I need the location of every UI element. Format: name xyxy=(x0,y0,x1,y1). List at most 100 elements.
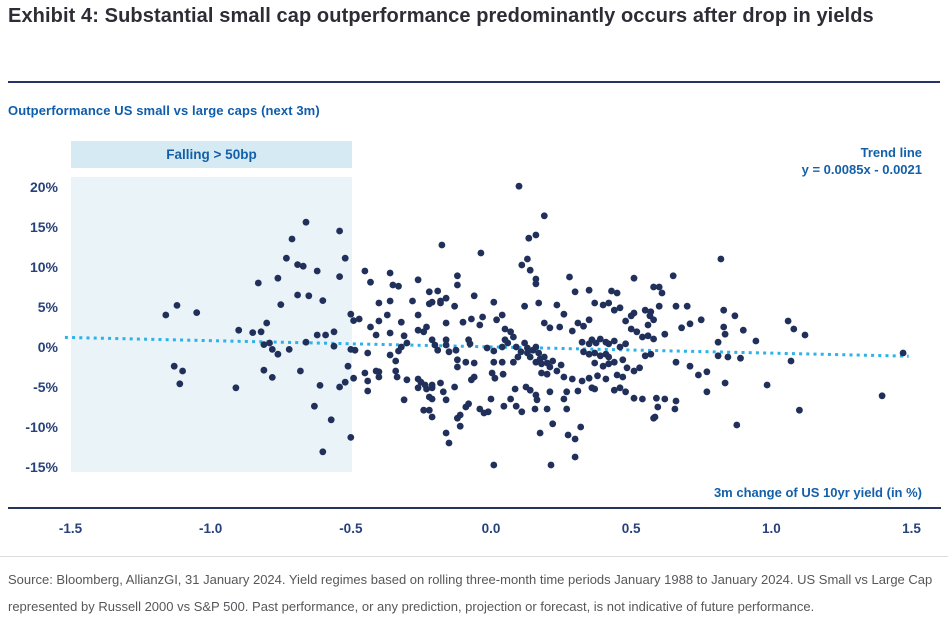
scatter-point xyxy=(616,384,624,392)
scatter-point xyxy=(386,329,394,337)
scatter-point xyxy=(622,388,629,396)
scatter-point xyxy=(375,299,383,307)
y-tick-label: -5% xyxy=(33,379,58,395)
scatter-point xyxy=(501,325,509,333)
scatter-point xyxy=(504,339,512,347)
scatter-point xyxy=(630,367,638,375)
scatter-point xyxy=(510,358,517,366)
scatter-point xyxy=(510,333,517,341)
scatter-point xyxy=(274,350,282,358)
scatter-point xyxy=(784,317,792,325)
scatter-point xyxy=(594,372,601,380)
scatter-point xyxy=(507,328,514,336)
scatter-point xyxy=(490,461,498,469)
scatter-point xyxy=(630,309,638,317)
scatter-point xyxy=(532,275,540,283)
scatter-point xyxy=(386,269,394,277)
scatter-point xyxy=(285,346,293,353)
scatter-point xyxy=(524,255,531,263)
scatter-point xyxy=(560,395,568,403)
scatter-point xyxy=(179,367,187,375)
scatter-point xyxy=(305,292,313,300)
scatter-point xyxy=(532,231,540,239)
scatter-point xyxy=(336,227,343,235)
scatter-point xyxy=(672,358,680,366)
scatter-point xyxy=(605,353,613,361)
scatter-point xyxy=(605,340,613,348)
scatter-point xyxy=(445,439,453,447)
scatter-point xyxy=(437,299,444,307)
y-tick-label: 5% xyxy=(37,299,58,315)
scatter-point xyxy=(375,317,383,325)
scatter-point xyxy=(491,374,499,382)
scatter-point xyxy=(498,358,506,366)
scatter-point xyxy=(268,346,276,353)
scatter-point xyxy=(466,340,474,348)
scatter-point xyxy=(619,356,627,364)
scatter-point xyxy=(403,339,411,347)
scatter-point xyxy=(532,343,540,351)
scatter-point xyxy=(526,353,534,361)
scatter-point xyxy=(790,325,798,333)
scatter-point xyxy=(428,384,436,392)
scatter-point xyxy=(487,395,495,403)
scatter-point xyxy=(341,378,349,386)
scatter-point xyxy=(563,405,571,413)
scatter-point xyxy=(392,357,400,365)
scatter-point xyxy=(658,289,666,297)
scatter-point xyxy=(599,301,607,309)
falling-band-header: Falling > 50bp xyxy=(71,141,352,168)
scatter-point xyxy=(438,241,446,249)
scatter-point xyxy=(367,323,374,331)
scatter-point xyxy=(610,386,618,394)
scatter-point xyxy=(319,448,327,456)
scatter-point xyxy=(355,315,363,323)
scatter-point xyxy=(330,342,338,350)
scatter-point xyxy=(235,326,243,334)
falling-band-label: Falling > 50bp xyxy=(166,147,257,162)
scatter-point xyxy=(434,287,442,295)
scatter-point xyxy=(636,364,643,372)
scatter-point xyxy=(423,385,430,393)
scatter-point xyxy=(563,388,571,396)
scatter-point xyxy=(361,369,369,377)
scatter-point xyxy=(336,273,343,280)
scatter-point xyxy=(578,338,586,346)
scatter-point xyxy=(543,405,551,413)
x-tick-label: -0.5 xyxy=(339,521,363,536)
scatter-point xyxy=(653,394,660,402)
scatter-point xyxy=(428,395,436,403)
scatter-point xyxy=(566,273,573,281)
page-title: Exhibit 4: Substantial small cap outperf… xyxy=(8,5,874,27)
scatter-point xyxy=(512,343,520,351)
x-tick-label: 0.0 xyxy=(481,521,501,536)
scatter-point xyxy=(364,387,372,395)
scatter-point xyxy=(425,288,433,296)
scatter-point xyxy=(263,319,271,327)
scatter-point xyxy=(641,306,649,314)
scatter-point xyxy=(553,367,561,375)
scatter-point xyxy=(313,267,321,275)
scatter-point xyxy=(445,348,453,356)
scatter-point xyxy=(470,292,478,300)
scatter-point xyxy=(393,373,401,381)
scatter-point xyxy=(400,332,408,340)
x-tick-label: 1.0 xyxy=(761,521,781,536)
scatter-point xyxy=(483,344,491,352)
scatter-point xyxy=(428,413,436,421)
scatter-point xyxy=(899,349,907,357)
scatter-point xyxy=(553,301,561,309)
scatter-point xyxy=(580,322,587,330)
scatter-point xyxy=(671,405,679,413)
scatter-point xyxy=(420,328,428,336)
scatter-point xyxy=(714,352,722,360)
scatter-point xyxy=(484,408,492,416)
scatter-point xyxy=(574,319,582,327)
scatter-point xyxy=(518,261,526,269)
scatter-point xyxy=(162,311,170,319)
scatter-point xyxy=(739,326,747,334)
scatter-point xyxy=(428,336,436,344)
scatter-point xyxy=(683,302,691,310)
scatter-point xyxy=(605,299,613,307)
scatter-point xyxy=(456,411,464,419)
